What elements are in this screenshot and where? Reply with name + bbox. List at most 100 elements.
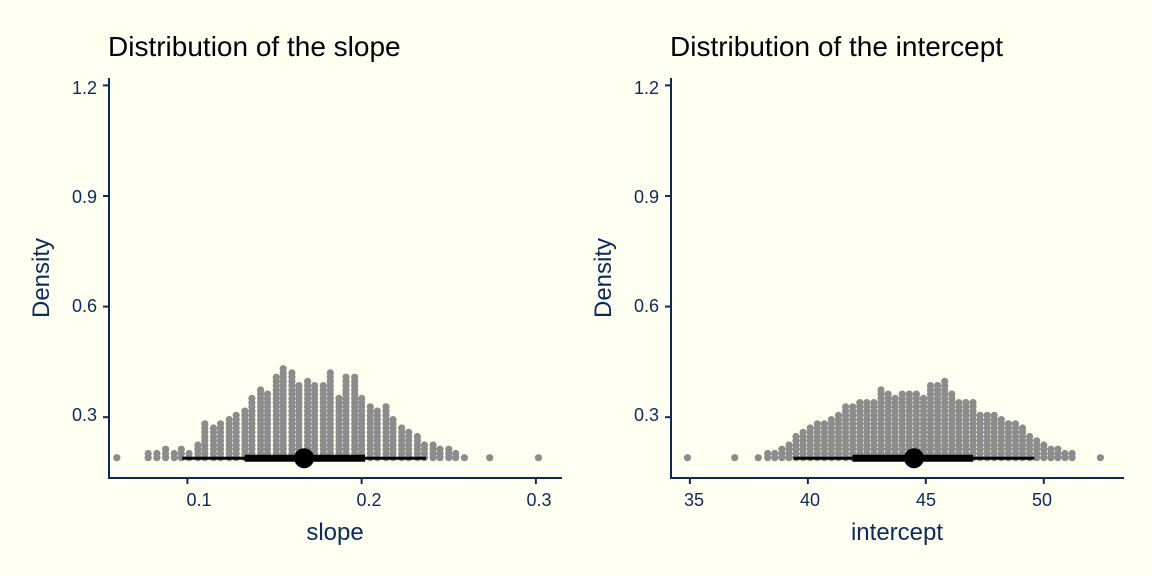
- y-tick-label: 0.3: [634, 405, 659, 425]
- y-tick-label: 0.6: [72, 296, 97, 316]
- dot: [358, 394, 366, 402]
- dot: [311, 382, 319, 390]
- x-tick-label: 35: [684, 490, 704, 510]
- dot: [445, 445, 453, 453]
- dot: [263, 390, 272, 398]
- dot: [420, 441, 428, 449]
- dot: [1033, 437, 1041, 445]
- dot: [429, 441, 437, 449]
- x-axis-ticks: 0.1 0.2 0.3: [186, 490, 551, 510]
- dot: [288, 369, 296, 377]
- dot: [366, 403, 374, 411]
- dot: [1068, 449, 1076, 458]
- dot: [849, 403, 857, 411]
- y-axis-ticks: 0.3 0.6 0.9 1.2: [634, 78, 659, 425]
- dot: [842, 403, 850, 411]
- x-tick-label: 0.3: [526, 490, 551, 510]
- dot: [754, 454, 762, 462]
- dot: [1011, 420, 1020, 428]
- panel-title: Distribution of the slope: [108, 31, 401, 62]
- dot: [778, 445, 786, 453]
- dot: [799, 428, 807, 436]
- dot: [877, 386, 885, 394]
- dot: [436, 445, 444, 453]
- dot: [373, 407, 381, 415]
- y-axis-title: Density: [28, 238, 55, 318]
- axis-lines: [103, 78, 562, 484]
- dot: [905, 390, 913, 398]
- dot: [926, 382, 935, 390]
- axis-lines: [665, 78, 1124, 484]
- x-axis-title: intercept: [851, 519, 943, 546]
- y-tick-label: 0.6: [634, 296, 659, 316]
- dot: [170, 449, 178, 458]
- dot: [813, 420, 821, 428]
- dot: [486, 454, 494, 462]
- dot: [319, 382, 327, 390]
- dot: [201, 420, 209, 428]
- x-tick-label: 40: [800, 490, 820, 510]
- y-tick-label: 0.3: [72, 405, 97, 425]
- y-tick-label: 0.9: [634, 187, 659, 207]
- y-tick-label: 0.9: [72, 187, 97, 207]
- dot: [209, 424, 218, 432]
- dot: [969, 399, 977, 407]
- dot: [1018, 424, 1027, 432]
- dot: [941, 377, 949, 385]
- dot: [326, 369, 334, 377]
- dot: [912, 390, 921, 398]
- dot: [1040, 441, 1048, 449]
- y-axis-ticks: 0.3 0.6 0.9 1.2: [72, 78, 97, 425]
- panel-title: Distribution of the intercept: [670, 31, 1003, 62]
- dot: [1026, 432, 1034, 441]
- dot: [225, 416, 233, 424]
- dot: [351, 373, 359, 381]
- dot: [997, 416, 1005, 424]
- dot: [870, 399, 878, 407]
- dot: [834, 411, 843, 419]
- y-axis-title: Density: [590, 238, 617, 318]
- dot: [279, 365, 287, 373]
- dot: [856, 399, 864, 407]
- dot: [113, 454, 121, 462]
- dot: [257, 386, 265, 394]
- dot-marks: [113, 365, 543, 462]
- dot: [177, 445, 185, 453]
- dot: [194, 441, 202, 449]
- dot: [1047, 445, 1055, 453]
- dot: [764, 449, 772, 458]
- dot: [820, 420, 829, 428]
- interval-point: [904, 448, 925, 469]
- dot: [185, 449, 193, 458]
- dot: [983, 411, 991, 419]
- dot: [144, 449, 152, 458]
- dot: [898, 390, 906, 398]
- x-axis-title: slope: [306, 519, 363, 546]
- dot: [304, 377, 312, 385]
- x-axis-ticks: 35 40 45 50: [684, 490, 1052, 510]
- dot: [990, 411, 998, 419]
- dot: [295, 382, 303, 390]
- interval-point: [294, 448, 315, 469]
- dot: [389, 416, 397, 424]
- dot: [1054, 445, 1062, 453]
- dot: [771, 449, 779, 458]
- dot: [731, 454, 739, 462]
- dot: [955, 399, 963, 407]
- dot: [806, 424, 814, 432]
- interval-marks: [182, 448, 427, 469]
- dot: [232, 411, 240, 419]
- dot: [248, 394, 256, 402]
- dot: [534, 454, 543, 462]
- dot: [891, 394, 899, 402]
- dot: [335, 394, 343, 402]
- dot: [153, 449, 161, 458]
- y-tick-label: 1.2: [634, 78, 659, 98]
- dot: [1004, 420, 1013, 428]
- dot: [241, 407, 249, 415]
- panel-intercept: Distribution of the intercept Density in…: [590, 31, 1124, 546]
- dot: [382, 403, 390, 411]
- dot: [452, 449, 460, 458]
